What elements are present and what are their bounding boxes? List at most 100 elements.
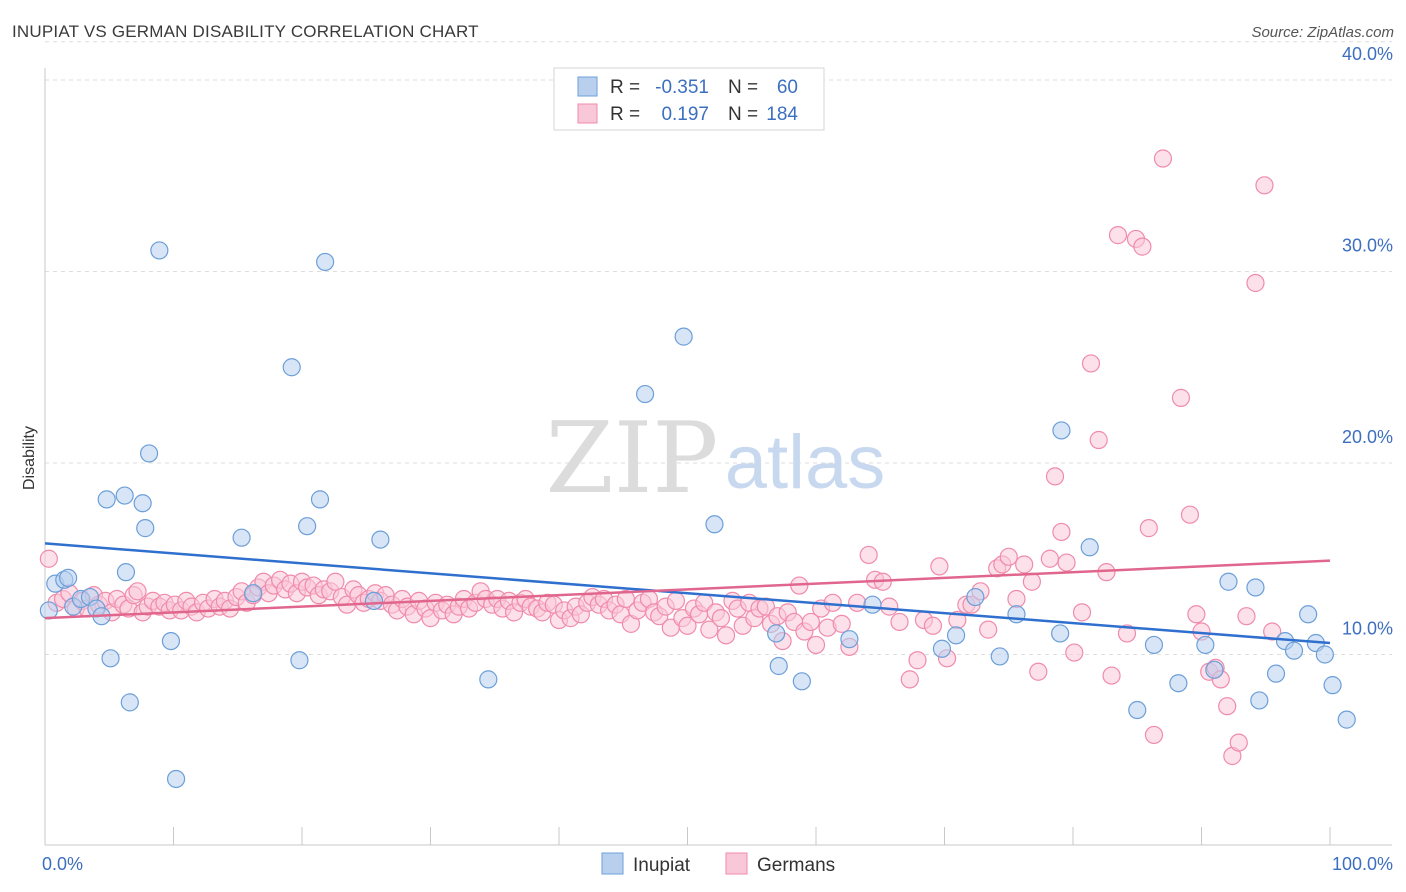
legend-swatch-germans	[725, 852, 748, 875]
point-germans	[1015, 555, 1034, 574]
point-germans	[1072, 603, 1092, 622]
point-germans	[900, 670, 919, 689]
point-inupiat	[792, 672, 811, 691]
point-germans	[1180, 505, 1200, 524]
watermark-zip: ZIP	[546, 402, 719, 516]
legend-label-inupiat: Inupiat	[633, 855, 691, 876]
point-germans	[848, 593, 867, 612]
point-inupiat	[232, 528, 251, 547]
point-germans	[1263, 622, 1282, 641]
point-germans	[890, 612, 909, 632]
point-germans	[908, 651, 927, 670]
point-inupiat	[1080, 538, 1099, 557]
point-inupiat	[840, 630, 859, 649]
point-germans	[1102, 666, 1121, 685]
point-inupiat	[863, 595, 882, 614]
axes: 10.0% 20.0% 30.0% 40.0% 0.0% 100.0%	[42, 44, 1393, 874]
point-germans	[1081, 354, 1101, 373]
point-inupiat	[1266, 664, 1286, 683]
point-germans	[999, 547, 1018, 566]
point-inupiat	[136, 519, 155, 538]
point-germans	[1007, 589, 1026, 609]
point-germans	[666, 591, 686, 610]
point-inupiat	[1052, 421, 1071, 440]
point-inupiat	[767, 624, 786, 643]
point-inupiat	[364, 591, 384, 610]
point-inupiat	[316, 252, 335, 272]
point-inupiat	[1128, 700, 1147, 720]
stats-r-label-germans: R =	[610, 104, 640, 125]
stats-n-value-germans: 184	[766, 104, 798, 125]
point-germans	[716, 626, 736, 645]
point-germans	[128, 582, 147, 601]
watermark-atlas: atlas	[725, 420, 886, 505]
point-inupiat	[101, 649, 120, 668]
chart-title: INUPIAT VS GERMAN DISABILITY CORRELATION…	[12, 22, 479, 41]
point-germans	[711, 609, 731, 628]
point-germans	[1022, 572, 1041, 591]
point-germans	[1246, 273, 1265, 293]
point-inupiat	[966, 587, 985, 607]
point-inupiat	[115, 486, 134, 505]
stats-n-label-germans: N =	[728, 104, 758, 125]
point-germans	[1065, 643, 1084, 662]
stats-r-value-germans: 0.197	[661, 104, 709, 125]
grid-lines	[45, 41, 1392, 655]
point-inupiat	[371, 530, 390, 549]
stats-n-value-inupiat: 60	[777, 77, 798, 98]
point-inupiat	[1315, 645, 1334, 664]
point-germans	[1108, 226, 1128, 245]
point-inupiat	[1299, 605, 1318, 624]
point-germans	[1237, 607, 1256, 626]
point-inupiat	[1219, 572, 1238, 591]
point-inupiat	[479, 670, 498, 689]
point-germans	[1255, 176, 1274, 195]
point-germans	[880, 597, 899, 616]
point-germans	[678, 616, 697, 635]
point-inupiat	[1205, 660, 1224, 679]
point-inupiat	[1196, 635, 1215, 655]
point-germans	[1089, 430, 1108, 450]
point-germans	[1171, 388, 1191, 407]
point-inupiat	[298, 517, 317, 536]
point-germans	[859, 545, 878, 565]
point-inupiat	[1284, 641, 1304, 660]
point-germans	[979, 620, 998, 639]
stats-r-value-inupiat: -0.351	[655, 77, 709, 98]
point-germans	[801, 612, 820, 632]
x-tick-label: 0.0%	[42, 854, 83, 874]
point-inupiat	[1246, 578, 1265, 597]
y-axis-label: Disability	[21, 426, 38, 490]
point-germans	[930, 557, 949, 576]
point-inupiat	[705, 515, 724, 534]
point-inupiat	[244, 584, 263, 603]
watermark: ZIP atlas	[546, 402, 886, 516]
stats-n-label-inupiat: N =	[728, 77, 758, 98]
point-inupiat	[166, 769, 186, 789]
legend-swatch-inupiat	[601, 852, 624, 875]
point-inupiat	[59, 568, 78, 588]
y-tick-label: 10.0%	[1342, 619, 1393, 639]
point-germans	[39, 549, 58, 568]
chart-source: Source: ZipAtlas.com	[1251, 24, 1394, 41]
point-inupiat	[39, 601, 58, 620]
point-germans	[1218, 697, 1237, 716]
point-inupiat	[282, 358, 301, 377]
point-inupiat	[290, 651, 309, 670]
point-inupiat	[97, 490, 116, 509]
point-inupiat	[990, 647, 1009, 666]
point-germans	[1052, 522, 1071, 542]
stats-r-label-inupiat: R =	[610, 77, 640, 98]
point-inupiat	[139, 444, 159, 463]
point-inupiat	[116, 563, 136, 582]
point-germans	[1187, 605, 1206, 624]
point-germans	[1117, 624, 1137, 643]
legend-label-germans: Germans	[757, 855, 835, 876]
y-tick-label: 30.0%	[1342, 236, 1393, 256]
point-inupiat	[1144, 635, 1164, 655]
point-inupiat	[310, 490, 330, 509]
y-tick-label: 20.0%	[1342, 427, 1393, 447]
point-germans	[832, 614, 851, 633]
point-inupiat	[120, 693, 139, 712]
